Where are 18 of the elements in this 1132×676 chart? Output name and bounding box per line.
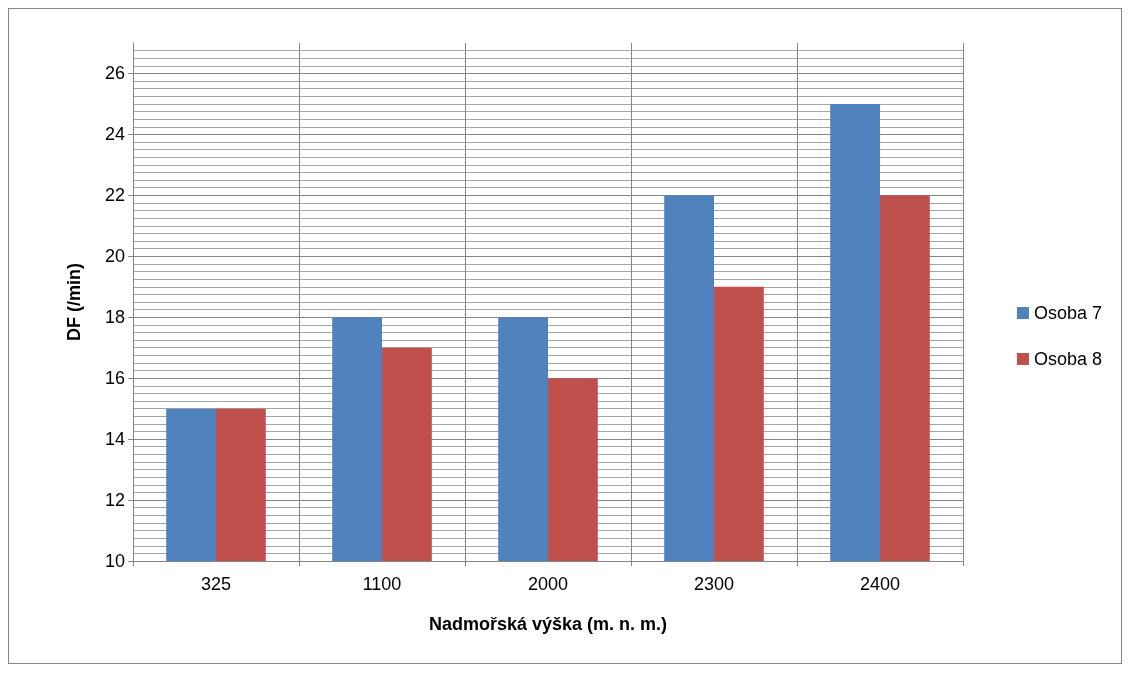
y-tick-label: 26 bbox=[104, 63, 125, 84]
y-tick-label: 20 bbox=[104, 246, 125, 267]
x-tick-label: 1100 bbox=[362, 574, 402, 594]
y-tick-label: 22 bbox=[104, 185, 125, 206]
y-tick-label: 14 bbox=[104, 429, 125, 450]
y-tick-label: 24 bbox=[104, 124, 125, 145]
x-tick-label: 325 bbox=[200, 574, 232, 594]
y-tick-label: 10 bbox=[104, 551, 125, 571]
y-tick-label: 18 bbox=[104, 307, 125, 328]
y-axis-title: DF (/min) bbox=[64, 263, 84, 341]
x-tick-label: 2000 bbox=[527, 574, 569, 594]
y-tick-label: 12 bbox=[104, 490, 125, 511]
x-tick-label: 2300 bbox=[693, 574, 735, 594]
x-tick-label: 2400 bbox=[859, 574, 901, 594]
x-axis-title: Nadmořská výška (m. n. m.) bbox=[428, 614, 668, 634]
legend-label: Osoba 7 bbox=[1033, 303, 1102, 323]
legend-label: Osoba 8 bbox=[1033, 349, 1102, 369]
y-tick-label: 16 bbox=[104, 368, 125, 389]
